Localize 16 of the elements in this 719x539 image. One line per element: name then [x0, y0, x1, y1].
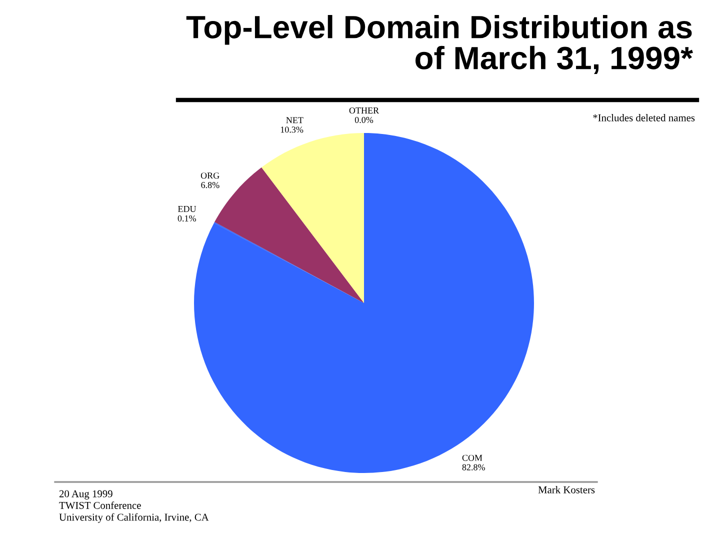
data-label: 10.3% [280, 126, 304, 133]
slice-label: NET [286, 117, 304, 124]
text: Mark Kosters [538, 486, 595, 494]
text: 20 Aug 1999 TWIST Conference University of California, Irvine, CA [59, 490, 209, 523]
pie-slice [194, 133, 534, 473]
text: *Includes deleted names [593, 114, 695, 122]
slice-label: EDU [178, 206, 196, 212]
category-label: OTHER [349, 107, 380, 114]
pie-slice [262, 133, 364, 303]
chart-title: Top-Level Domain Distribution as of March 31, 1999* [186, 15, 693, 74]
data-label: 6.8% [201, 182, 220, 188]
slice-label: ORG [200, 172, 220, 179]
data-label: 82.8% [462, 464, 485, 470]
data-label: 0.1% [178, 215, 196, 222]
slice-label: COM [462, 454, 482, 461]
text: 0.0% [354, 116, 374, 124]
